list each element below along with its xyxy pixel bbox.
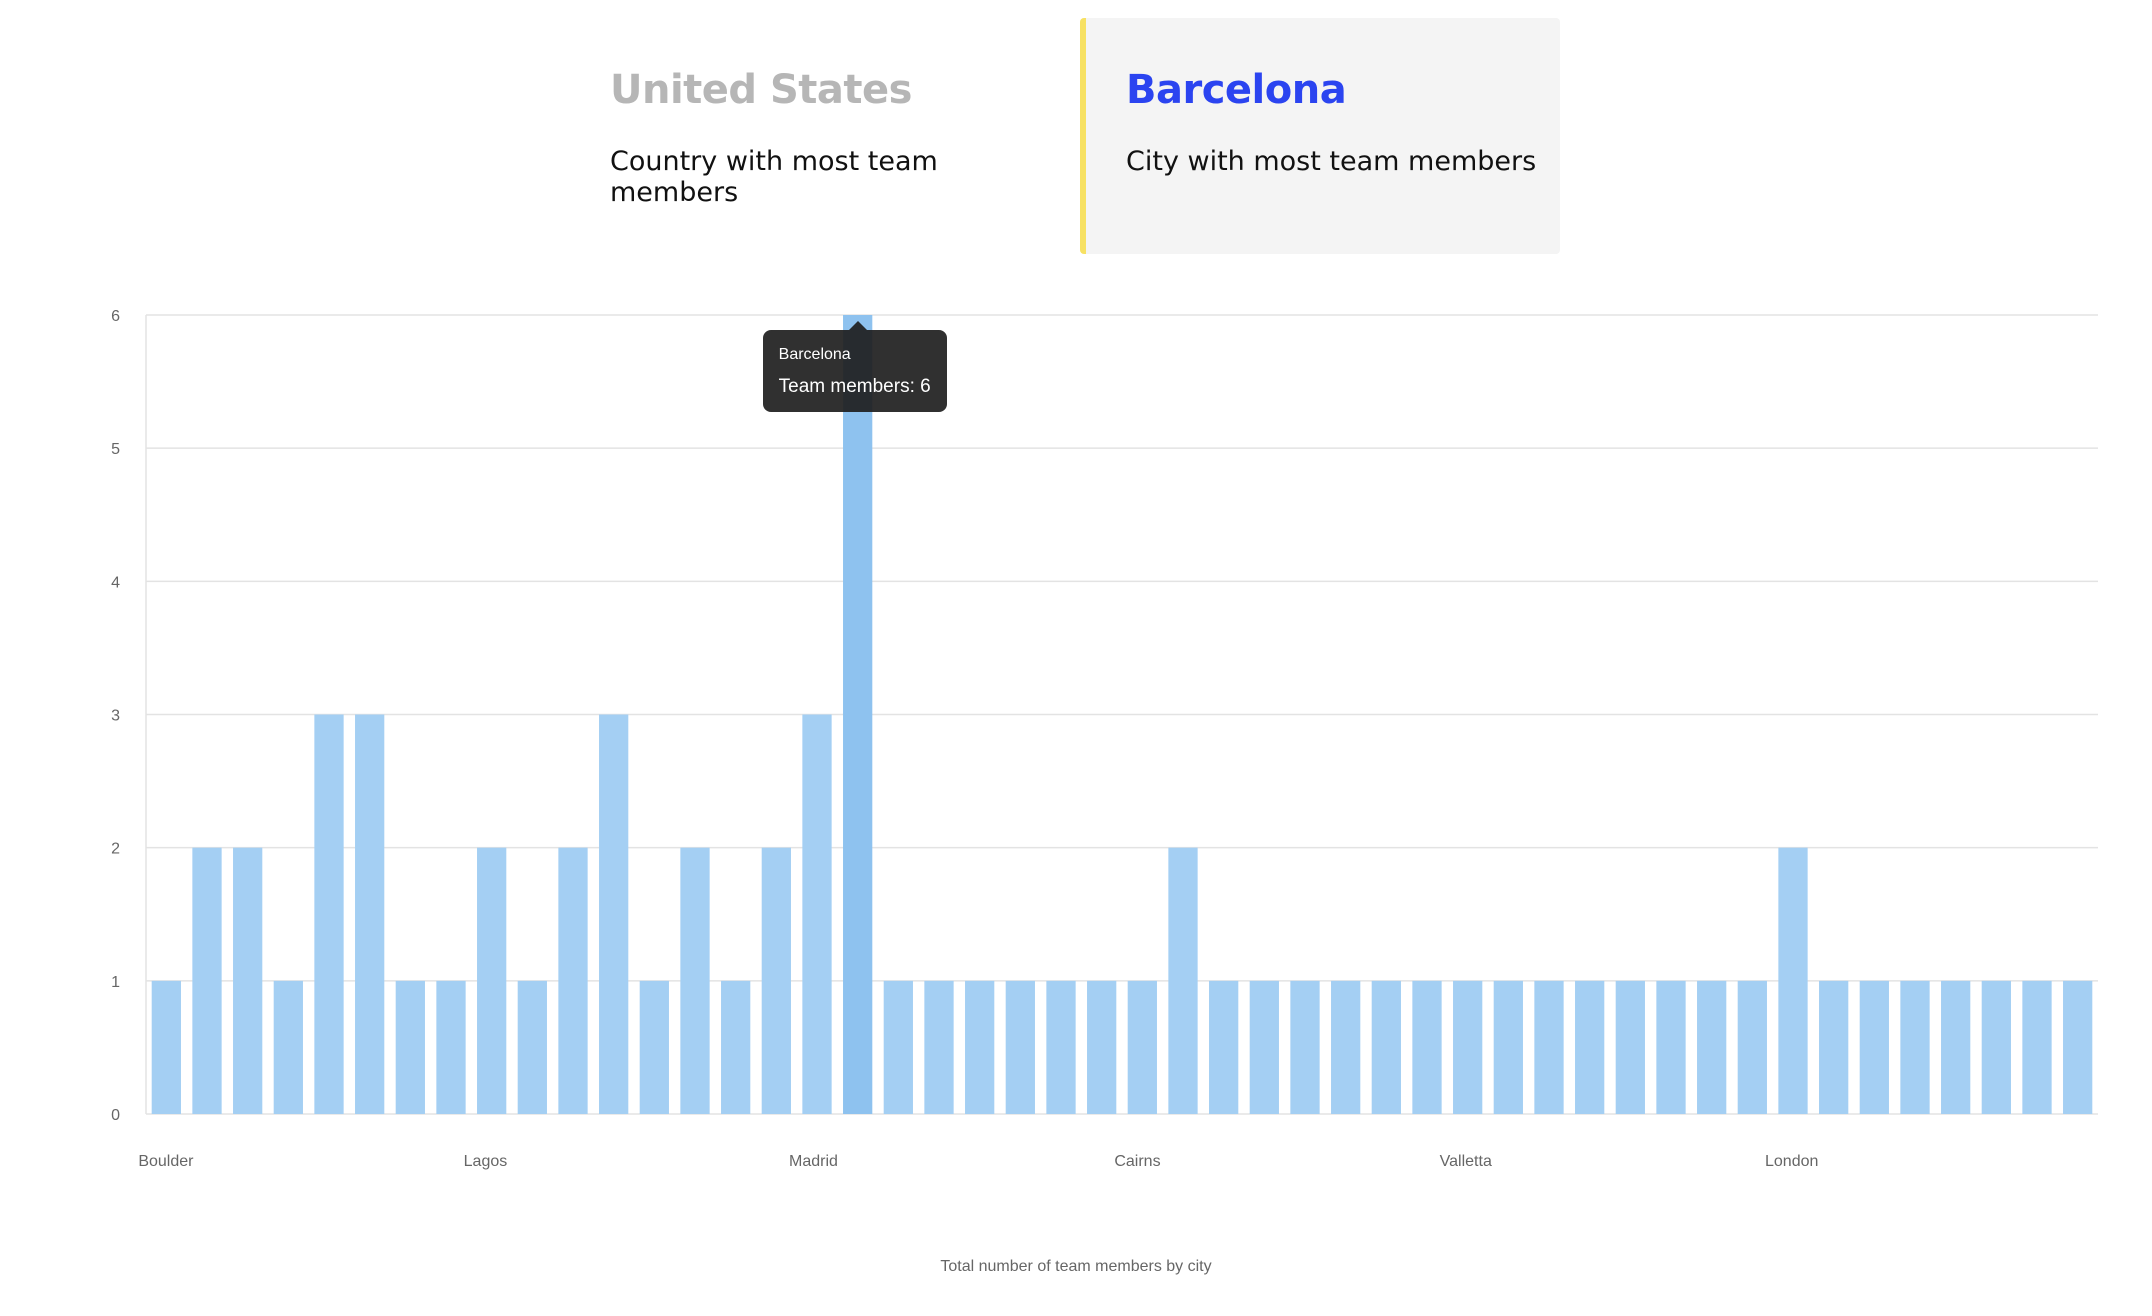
stats-row: United States Country with most team mem… — [580, 18, 1580, 254]
x-tick-label-london: London — [1765, 1153, 1818, 1170]
bar-16 — [802, 714, 832, 1114]
y-tick-label-2: 2 — [111, 841, 120, 858]
tooltip-title: Barcelona — [778, 346, 851, 363]
x-tick-label-valletta: Valletta — [1440, 1153, 1492, 1170]
bar-25 — [1168, 847, 1198, 1114]
bar-41 — [1819, 980, 1849, 1114]
x-tick-label-lagos: Lagos — [464, 1153, 508, 1170]
bar-27 — [1249, 980, 1279, 1114]
bar-7 — [436, 980, 466, 1114]
bar-30 — [1371, 980, 1401, 1114]
stat-card-city[interactable]: Barcelona City with most team members — [1080, 18, 1560, 254]
bar-14 — [721, 980, 751, 1114]
bar-17 — [843, 315, 873, 1114]
bar-42 — [1859, 980, 1889, 1114]
y-tick-label-4: 4 — [111, 574, 120, 591]
y-tick-label-3: 3 — [111, 708, 120, 725]
bar-10 — [558, 847, 588, 1114]
stat-label-country: Country with most team members — [610, 146, 938, 208]
y-tick-label-5: 5 — [111, 441, 120, 458]
tooltip-body: Team members: 6 — [778, 376, 931, 397]
bar-40 — [1778, 847, 1808, 1114]
y-tick-label-0: 0 — [111, 1107, 120, 1124]
bar-23 — [1087, 980, 1117, 1114]
bar-29 — [1331, 980, 1361, 1114]
chart-title: Total number of team members by city — [940, 1258, 1212, 1275]
bar-46 — [2022, 980, 2052, 1114]
stat-value-city: Barcelona — [1126, 67, 1347, 113]
bar-31 — [1412, 980, 1442, 1114]
bar-39 — [1737, 980, 1767, 1114]
bar-34 — [1534, 980, 1564, 1114]
x-tick-label-boulder: Boulder — [138, 1153, 194, 1170]
bar-28 — [1290, 980, 1320, 1114]
bar-21 — [1005, 980, 1035, 1114]
bar-3 — [273, 980, 303, 1114]
y-tick-label-1: 1 — [111, 974, 120, 991]
bar-35 — [1575, 980, 1605, 1114]
bar-18 — [883, 980, 913, 1114]
bar-9 — [517, 980, 547, 1114]
y-tick-label-6: 6 — [111, 308, 120, 325]
stat-value-country: United States — [610, 67, 912, 113]
bar-45 — [1981, 980, 2011, 1114]
bar-47 — [2063, 980, 2093, 1114]
x-tick-label-cairns: Cairns — [1114, 1153, 1160, 1170]
bar-22 — [1046, 980, 1076, 1114]
bar-37 — [1656, 980, 1686, 1114]
bar-12 — [639, 980, 669, 1114]
bar-8 — [477, 847, 507, 1114]
bar-1 — [192, 847, 222, 1114]
bar-6 — [395, 980, 425, 1114]
bar-15 — [761, 847, 791, 1114]
bar-44 — [1941, 980, 1971, 1114]
x-tick-label-madrid: Madrid — [789, 1153, 838, 1170]
bar-0 — [151, 980, 181, 1114]
bar-32 — [1453, 980, 1483, 1114]
bar-43 — [1900, 980, 1930, 1114]
bar-11 — [599, 714, 629, 1114]
bar-24 — [1127, 980, 1157, 1114]
bar-2 — [233, 847, 263, 1114]
bar-38 — [1697, 980, 1727, 1114]
bar-26 — [1209, 980, 1239, 1114]
chart-tooltip: Barcelona Team members: 6 — [762, 321, 947, 412]
stat-label-city: City with most team members — [1126, 146, 1537, 177]
bar-20 — [965, 980, 995, 1114]
stat-card-country[interactable]: United States Country with most team mem… — [580, 18, 1060, 254]
bar-13 — [680, 847, 710, 1114]
bar-5 — [355, 714, 385, 1114]
bar-36 — [1615, 980, 1645, 1114]
bar-4 — [314, 714, 344, 1114]
bar-33 — [1493, 980, 1523, 1114]
bar-19 — [924, 980, 954, 1114]
